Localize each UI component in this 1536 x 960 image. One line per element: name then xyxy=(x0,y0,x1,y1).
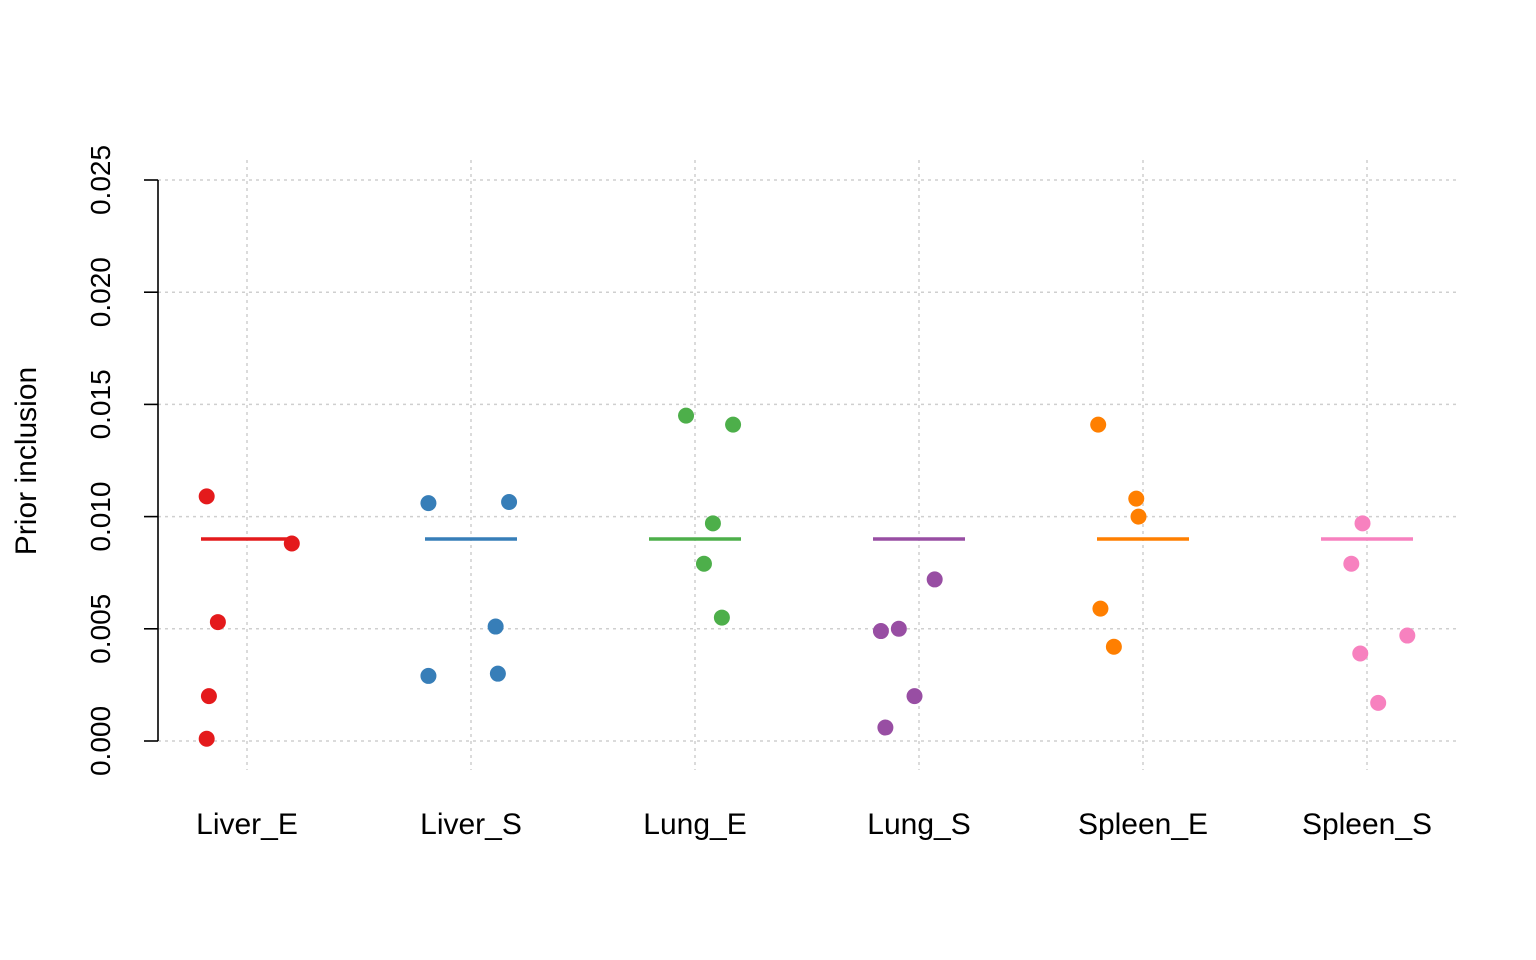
data-point xyxy=(501,494,518,511)
data-point xyxy=(872,623,889,640)
data-point xyxy=(906,688,923,705)
y-axis: 0.000 0.005 0.010 0.015 0.020 0.025 xyxy=(85,145,159,776)
data-point xyxy=(420,495,437,512)
x-tick-label: Liver_E xyxy=(196,808,298,841)
data-point xyxy=(1130,508,1147,525)
data-point xyxy=(890,620,907,637)
x-tick-label: Lung_S xyxy=(867,808,970,841)
data-point xyxy=(1128,490,1145,507)
data-point xyxy=(678,407,695,424)
data-point xyxy=(1354,515,1371,532)
data-point xyxy=(420,667,437,684)
data-point xyxy=(1352,645,1369,662)
category-labels: Liver_E Liver_S Lung_E Lung_S Spleen_E Spleen… xyxy=(196,808,1432,841)
data-point xyxy=(713,609,730,626)
y-tick-label: 0.005 xyxy=(85,594,116,664)
y-tick-label: 0.015 xyxy=(85,369,116,439)
y-tick-label: 0.020 xyxy=(85,257,116,327)
data-point xyxy=(725,416,742,433)
data-point xyxy=(489,665,506,682)
y-axis-label: Prior inclusion xyxy=(10,367,43,555)
x-tick-label: Lung_E xyxy=(643,808,746,841)
x-tick-label: Liver_S xyxy=(420,808,522,841)
data-point xyxy=(1370,694,1387,711)
x-tick-label: Spleen_S xyxy=(1302,808,1432,841)
data-point xyxy=(704,515,721,532)
data-point xyxy=(198,730,215,747)
data-point xyxy=(695,555,712,572)
data-point xyxy=(1399,627,1416,644)
data-point xyxy=(926,571,943,588)
x-tick-label: Spleen_E xyxy=(1078,808,1208,841)
y-tick-label: 0.025 xyxy=(85,145,116,215)
data-point xyxy=(487,618,504,635)
data-points xyxy=(198,407,1416,747)
data-point xyxy=(200,688,217,705)
data-point xyxy=(209,614,226,631)
data-point xyxy=(1343,555,1360,572)
data-point xyxy=(1092,600,1109,617)
y-tick-label: 0.000 xyxy=(85,706,116,776)
data-point xyxy=(198,488,215,505)
grid-layer xyxy=(158,160,1456,770)
data-point xyxy=(1090,416,1107,433)
y-tick-label: 0.010 xyxy=(85,482,116,552)
data-point xyxy=(877,719,894,736)
data-point xyxy=(1105,638,1122,655)
data-point xyxy=(283,535,300,552)
